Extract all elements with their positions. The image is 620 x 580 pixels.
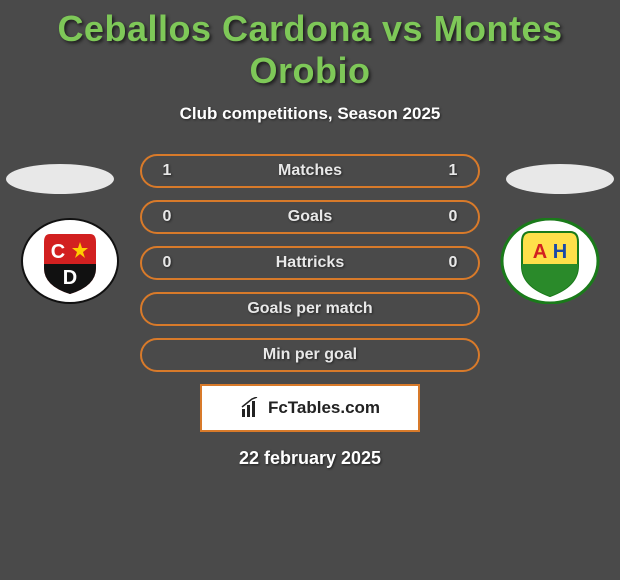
stat-label: Min per goal [176,346,444,364]
stat-row-hattricks: 0 Hattricks 0 [140,246,480,280]
stat-row-goals: 0 Goals 0 [140,200,480,234]
stat-right-value: 1 [444,162,462,180]
stats-area: C D A H 1 Matches 1 0 Goals 0 0 [0,154,620,469]
club-crest-right: A H [500,218,600,304]
stat-row-matches: 1 Matches 1 [140,154,480,188]
stat-right-value: 0 [444,208,462,226]
stat-label: Hattricks [176,254,444,272]
stat-label: Matches [176,162,444,180]
comparison-card: Ceballos Cardona vs Montes Orobio Club c… [0,0,620,469]
stat-row-goals-per-match: Goals per match [140,292,480,326]
crest-right-letter-h: H [553,241,567,263]
stat-left-value: 0 [158,208,176,226]
crest-left-letter-c: C [51,241,65,263]
bar-chart-icon [240,397,262,419]
page-title: Ceballos Cardona vs Montes Orobio [0,8,620,92]
club-crest-left: C D [20,218,120,304]
player-oval-right [506,164,614,194]
brand-label: FcTables.com [268,398,380,418]
stat-right-value: 0 [444,254,462,272]
crest-right-letter-a: A [533,241,547,263]
stat-label: Goals per match [176,300,444,318]
stat-rows: 1 Matches 1 0 Goals 0 0 Hattricks 0 Goal… [140,154,480,372]
brand-box: FcTables.com [200,384,420,432]
stat-left-value: 0 [158,254,176,272]
stat-left-value: 1 [158,162,176,180]
subtitle: Club competitions, Season 2025 [0,104,620,124]
player-oval-left [6,164,114,194]
stat-label: Goals [176,208,444,226]
stat-row-min-per-goal: Min per goal [140,338,480,372]
crest-left-letter-d: D [63,267,77,289]
date-line: 22 february 2025 [0,448,620,469]
